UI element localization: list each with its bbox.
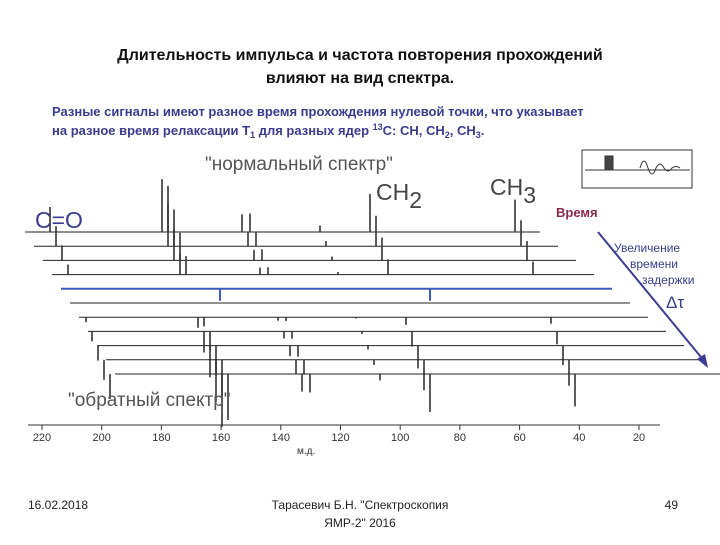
x-tick-label: 140 (272, 432, 290, 444)
x-tick-label: 100 (391, 432, 409, 444)
arrow-head (697, 354, 708, 368)
x-tick-label: 120 (331, 432, 349, 444)
subtitle-part: на разное время релаксации T (52, 123, 250, 138)
x-tick-label: 80 (454, 432, 466, 444)
ch2-part: 2 (409, 187, 422, 213)
footer-date: 16.02.2018 (28, 498, 88, 512)
title: Длительность импульса и частота повторен… (117, 47, 602, 64)
footer-author: ЯМР-2" 2016 (324, 516, 396, 530)
co-label: С=О (35, 207, 83, 233)
x-tick-label: 60 (513, 432, 525, 444)
spectrum-stack (25, 179, 720, 427)
ch2-part: СН (376, 179, 409, 205)
delay-label: задержки (642, 273, 695, 287)
x-tick-label: 180 (152, 432, 170, 444)
subtitle: Разные сигналы имеют разное время прохож… (52, 104, 584, 119)
delay-label: Увеличение (614, 241, 680, 255)
subtitle-part: для разных ядер (255, 123, 373, 138)
subtitle-part: 13 (373, 122, 383, 132)
ch3-part: 3 (523, 182, 536, 208)
pulse (604, 155, 614, 171)
subtitle-part: 3 (476, 130, 481, 140)
ch3-label: СН3 (490, 174, 536, 208)
time-label: Время (556, 205, 598, 220)
axis-unit: м.д. (297, 446, 315, 457)
normal-label: "нормальный спектр" (205, 154, 393, 175)
x-tick-label: 220 (33, 432, 51, 444)
x-tick-label: 200 (93, 432, 111, 444)
subtitle-part: 2 (445, 130, 450, 140)
x-tick-label: 160 (212, 432, 230, 444)
ch2-label: СН2 (376, 179, 422, 213)
inset-diagram (581, 149, 693, 189)
inset-frame (581, 149, 693, 189)
ch3-part: СН (490, 174, 523, 200)
x-ticks: 220 200 180 160 140 120 100 80 60 40 20 (33, 425, 645, 444)
subtitle-part: 1 (250, 130, 255, 140)
footer-page: 49 (665, 498, 679, 512)
delay-label: времени (630, 257, 678, 271)
subtitle: на разное время релаксации T1 для разных… (52, 122, 484, 140)
x-tick-label: 40 (573, 432, 585, 444)
subtitle-part: . (481, 123, 485, 138)
x-tick-label: 20 (633, 432, 645, 444)
title: влияют на вид спектра. (266, 70, 454, 87)
delay-arrow (597, 231, 706, 363)
subtitle-part: , СН (450, 123, 476, 138)
inverse-label: "обратный спектр" (68, 390, 231, 411)
footer-author: Тарасевич Б.Н. "Спектроскопия (272, 498, 449, 512)
fid (639, 160, 681, 175)
subtitle-part: С: СН, СН (383, 123, 445, 138)
tau-label: Δτ (666, 293, 684, 312)
